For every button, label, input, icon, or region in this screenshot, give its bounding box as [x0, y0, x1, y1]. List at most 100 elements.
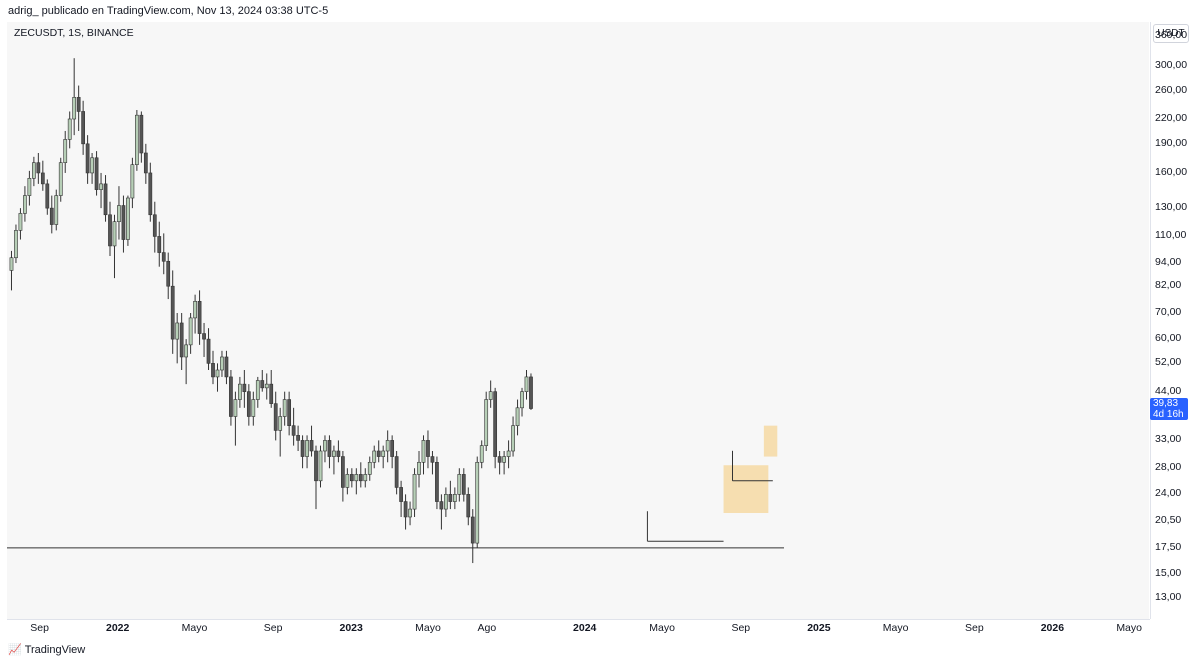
candle-up — [323, 440, 327, 452]
demand-zone — [763, 425, 778, 457]
candle-down — [296, 435, 300, 441]
candle-down — [40, 172, 45, 185]
candle-down — [49, 207, 54, 225]
price-tick-label: 20,50 — [1155, 514, 1182, 527]
candle-up — [515, 407, 520, 426]
candle-up — [255, 380, 260, 400]
candle-down — [143, 152, 148, 174]
chart-area[interactable] — [7, 22, 1149, 619]
time-tick-label: Mayo — [181, 622, 208, 634]
candle-down — [166, 260, 171, 287]
candle-down — [461, 474, 466, 495]
candle-down — [287, 399, 292, 426]
price-tick-label: 160,00 — [1155, 165, 1188, 178]
candle-down — [85, 143, 90, 174]
candle-down — [358, 474, 363, 482]
candle-down — [139, 114, 144, 154]
candle-down — [300, 440, 305, 457]
candle-up — [14, 230, 18, 259]
candle-down — [399, 487, 403, 502]
candle-down — [493, 391, 498, 457]
time-tick-label: Sep — [731, 622, 751, 634]
price-tick-label: 60,00 — [1155, 332, 1182, 345]
candle-down — [403, 501, 408, 518]
time-tick-label: Sep — [263, 622, 283, 634]
time-tick-label: 2025 — [807, 622, 831, 634]
candle-up — [506, 450, 511, 457]
tradingview-logo-icon: 📈 — [8, 644, 22, 656]
price-tick-label: 24,00 — [1155, 487, 1182, 500]
price-axis[interactable] — [1150, 22, 1191, 619]
candle-up — [112, 221, 117, 247]
candle-up — [345, 474, 350, 488]
last-price-value: 39,83 — [1153, 397, 1179, 409]
candle-up — [264, 383, 269, 389]
candle-up — [502, 456, 506, 463]
candle-down — [202, 333, 206, 340]
candle-down — [336, 450, 341, 457]
candle-up — [251, 399, 256, 417]
candle-up — [23, 195, 27, 214]
candle-up — [444, 494, 448, 510]
candle-down — [81, 111, 86, 145]
price-tick-label: 220,00 — [1155, 111, 1188, 124]
price-unit-button[interactable]: USDT — [1153, 24, 1189, 43]
candle-down — [246, 391, 251, 417]
candle-up — [318, 450, 323, 482]
time-tick-label: Mayo — [1116, 622, 1142, 634]
candle-up — [135, 114, 139, 165]
footer-branding[interactable]: 📈 TradingView — [8, 643, 86, 657]
candle-up — [408, 508, 412, 518]
candle-up — [381, 450, 386, 457]
footer-brand-text: TradingView — [24, 643, 86, 656]
candle-down — [309, 440, 314, 452]
symbol-label[interactable]: ZECUSDT, 1S, BINANCE — [14, 27, 134, 39]
candle-up — [332, 450, 336, 457]
candle-up — [479, 445, 484, 463]
candle-up — [32, 162, 36, 179]
candle-down — [376, 450, 381, 457]
candle-up — [238, 383, 242, 400]
time-tick-label: Ago — [477, 622, 497, 634]
candle-down — [94, 157, 99, 190]
candle-down — [36, 162, 41, 174]
candle-up — [58, 162, 63, 196]
candle-down — [224, 356, 229, 378]
candle-up — [130, 164, 135, 199]
price-tick-label: 52,00 — [1155, 356, 1182, 369]
candle-down — [327, 440, 332, 457]
candle-up — [90, 157, 94, 174]
candle-down — [269, 383, 274, 404]
candle-up — [524, 376, 529, 392]
candle-up — [363, 474, 368, 482]
candle-down — [273, 403, 278, 431]
price-tick-label: 260,00 — [1155, 83, 1188, 96]
publisher-header: adrig_ publicado en TradingView.com, Nov… — [8, 5, 329, 17]
candle-up — [18, 213, 23, 231]
price-tick-label: 70,00 — [1155, 306, 1182, 318]
candle-down — [161, 252, 166, 262]
candle-up — [457, 474, 462, 495]
candle-down — [108, 214, 112, 247]
candle-up — [421, 440, 426, 463]
price-tick-label: 190,00 — [1155, 136, 1188, 149]
time-axis[interactable] — [7, 619, 1150, 638]
time-tick-label: Mayo — [649, 622, 675, 634]
candle-down — [152, 214, 157, 237]
candle-down — [121, 205, 126, 240]
candle-down — [430, 456, 435, 463]
candle-down — [179, 322, 184, 358]
time-tick-label: Sep — [964, 622, 984, 634]
candle-up — [412, 474, 417, 510]
candle-down — [148, 172, 153, 216]
candle-up — [278, 416, 283, 431]
price-tick-label: 44,00 — [1155, 384, 1182, 397]
candle-down — [206, 338, 211, 364]
time-tick-label: 2024 — [573, 622, 597, 634]
last-price-badge: 39,83 4d 16h — [1150, 397, 1188, 420]
candle-up — [117, 205, 121, 222]
price-tick-label: 360,00 — [1155, 28, 1188, 41]
candle-up — [511, 425, 515, 452]
candle-up — [72, 97, 77, 120]
